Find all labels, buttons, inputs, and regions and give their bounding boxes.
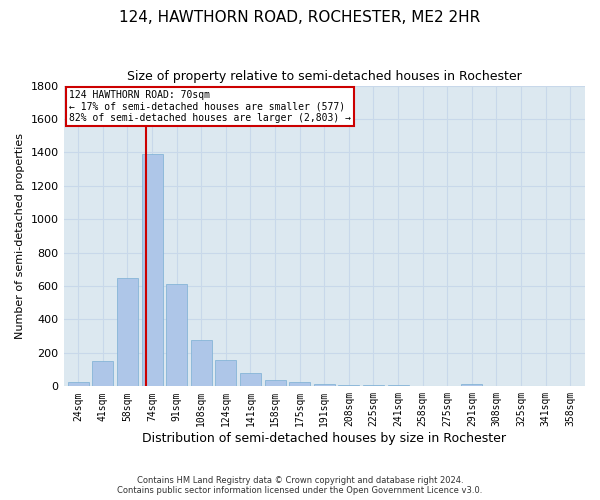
Bar <box>265 380 286 386</box>
Bar <box>68 382 89 386</box>
Y-axis label: Number of semi-detached properties: Number of semi-detached properties <box>15 133 25 339</box>
Bar <box>92 362 113 386</box>
Text: 124 HAWTHORN ROAD: 70sqm
← 17% of semi-detached houses are smaller (577)
82% of : 124 HAWTHORN ROAD: 70sqm ← 17% of semi-d… <box>69 90 351 124</box>
Text: 124, HAWTHORN ROAD, ROCHESTER, ME2 2HR: 124, HAWTHORN ROAD, ROCHESTER, ME2 2HR <box>119 10 481 25</box>
Bar <box>461 384 482 386</box>
Title: Size of property relative to semi-detached houses in Rochester: Size of property relative to semi-detach… <box>127 70 521 83</box>
Bar <box>166 284 187 386</box>
Bar <box>240 373 261 386</box>
Bar <box>289 382 310 386</box>
Bar <box>338 384 359 386</box>
Text: Contains HM Land Registry data © Crown copyright and database right 2024.
Contai: Contains HM Land Registry data © Crown c… <box>118 476 482 495</box>
Bar <box>142 154 163 386</box>
Bar <box>314 384 335 386</box>
Bar <box>191 340 212 386</box>
Bar <box>363 385 384 386</box>
Bar <box>117 278 138 386</box>
X-axis label: Distribution of semi-detached houses by size in Rochester: Distribution of semi-detached houses by … <box>142 432 506 445</box>
Bar <box>215 360 236 386</box>
